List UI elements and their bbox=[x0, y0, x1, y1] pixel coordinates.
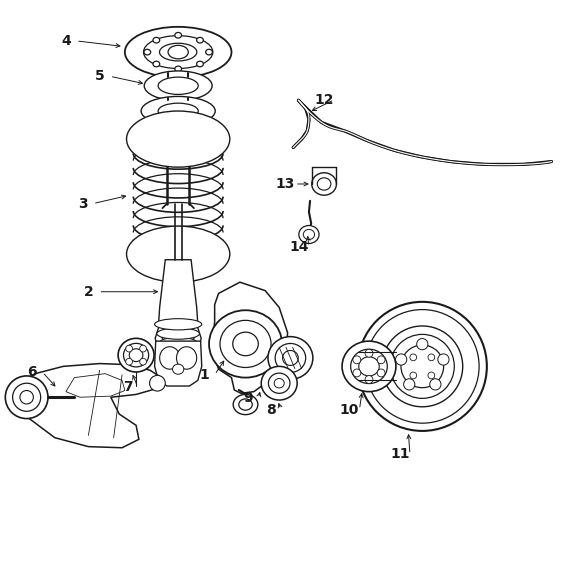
Text: 4: 4 bbox=[61, 34, 71, 48]
Ellipse shape bbox=[153, 38, 160, 43]
Ellipse shape bbox=[438, 354, 449, 365]
Ellipse shape bbox=[159, 337, 197, 349]
Text: 8: 8 bbox=[266, 402, 276, 417]
Ellipse shape bbox=[410, 372, 417, 379]
Text: 14: 14 bbox=[289, 240, 309, 254]
Ellipse shape bbox=[303, 230, 315, 239]
Text: 10: 10 bbox=[340, 402, 359, 417]
Ellipse shape bbox=[382, 326, 462, 407]
Ellipse shape bbox=[144, 49, 151, 55]
Ellipse shape bbox=[12, 383, 41, 412]
Ellipse shape bbox=[160, 347, 180, 369]
Ellipse shape bbox=[125, 27, 231, 78]
Ellipse shape bbox=[161, 344, 173, 355]
Ellipse shape bbox=[175, 66, 182, 72]
Ellipse shape bbox=[153, 61, 160, 67]
Ellipse shape bbox=[274, 378, 284, 388]
Ellipse shape bbox=[351, 349, 387, 384]
Polygon shape bbox=[155, 341, 202, 386]
Text: 5: 5 bbox=[95, 69, 104, 83]
Ellipse shape bbox=[124, 343, 149, 367]
Ellipse shape bbox=[395, 354, 407, 365]
Ellipse shape bbox=[268, 337, 313, 379]
Ellipse shape bbox=[126, 359, 133, 365]
Ellipse shape bbox=[410, 354, 417, 361]
Ellipse shape bbox=[428, 372, 435, 379]
Ellipse shape bbox=[177, 347, 197, 369]
Polygon shape bbox=[158, 260, 198, 324]
Ellipse shape bbox=[129, 349, 143, 361]
Ellipse shape bbox=[206, 49, 213, 55]
Ellipse shape bbox=[175, 32, 182, 38]
Ellipse shape bbox=[417, 339, 428, 350]
Ellipse shape bbox=[20, 390, 33, 404]
Ellipse shape bbox=[428, 354, 435, 361]
Ellipse shape bbox=[353, 369, 361, 377]
Ellipse shape bbox=[365, 349, 373, 357]
Ellipse shape bbox=[126, 111, 230, 167]
Ellipse shape bbox=[126, 226, 230, 282]
Ellipse shape bbox=[318, 178, 331, 190]
Ellipse shape bbox=[157, 328, 200, 339]
Polygon shape bbox=[7, 364, 161, 448]
Ellipse shape bbox=[299, 226, 319, 243]
Ellipse shape bbox=[342, 341, 396, 392]
Text: 11: 11 bbox=[390, 447, 409, 462]
Text: 6: 6 bbox=[28, 365, 37, 379]
Ellipse shape bbox=[173, 364, 184, 374]
Text: 3: 3 bbox=[78, 197, 87, 211]
Ellipse shape bbox=[268, 373, 290, 393]
Text: 13: 13 bbox=[275, 177, 294, 191]
Ellipse shape bbox=[197, 38, 204, 43]
Ellipse shape bbox=[404, 378, 415, 390]
Ellipse shape bbox=[401, 345, 444, 388]
Ellipse shape bbox=[312, 173, 337, 195]
Ellipse shape bbox=[275, 344, 306, 372]
Ellipse shape bbox=[126, 345, 133, 352]
Text: 7: 7 bbox=[123, 380, 133, 394]
Ellipse shape bbox=[144, 71, 212, 100]
Polygon shape bbox=[212, 282, 288, 393]
Ellipse shape bbox=[184, 344, 195, 355]
Ellipse shape bbox=[390, 335, 454, 398]
Ellipse shape bbox=[359, 357, 379, 376]
Ellipse shape bbox=[377, 356, 385, 364]
Polygon shape bbox=[155, 324, 201, 355]
Text: 9: 9 bbox=[244, 392, 253, 405]
Ellipse shape bbox=[140, 345, 147, 352]
Ellipse shape bbox=[197, 61, 204, 67]
Ellipse shape bbox=[233, 332, 258, 356]
Ellipse shape bbox=[261, 367, 297, 400]
Ellipse shape bbox=[5, 376, 48, 418]
Text: 12: 12 bbox=[314, 93, 334, 107]
Ellipse shape bbox=[141, 96, 215, 125]
Ellipse shape bbox=[365, 376, 373, 384]
Ellipse shape bbox=[353, 356, 361, 364]
Ellipse shape bbox=[161, 347, 195, 358]
Text: 1: 1 bbox=[200, 368, 209, 382]
Ellipse shape bbox=[377, 369, 385, 377]
Ellipse shape bbox=[140, 359, 147, 365]
Ellipse shape bbox=[155, 319, 202, 330]
Polygon shape bbox=[66, 374, 125, 397]
Ellipse shape bbox=[209, 310, 282, 377]
Ellipse shape bbox=[233, 394, 258, 414]
Ellipse shape bbox=[430, 378, 441, 390]
Text: 2: 2 bbox=[83, 285, 93, 299]
Ellipse shape bbox=[161, 331, 173, 340]
Ellipse shape bbox=[283, 351, 298, 365]
Ellipse shape bbox=[168, 46, 188, 59]
Ellipse shape bbox=[184, 331, 195, 340]
Ellipse shape bbox=[358, 302, 487, 431]
Ellipse shape bbox=[118, 339, 154, 372]
Ellipse shape bbox=[149, 376, 165, 391]
